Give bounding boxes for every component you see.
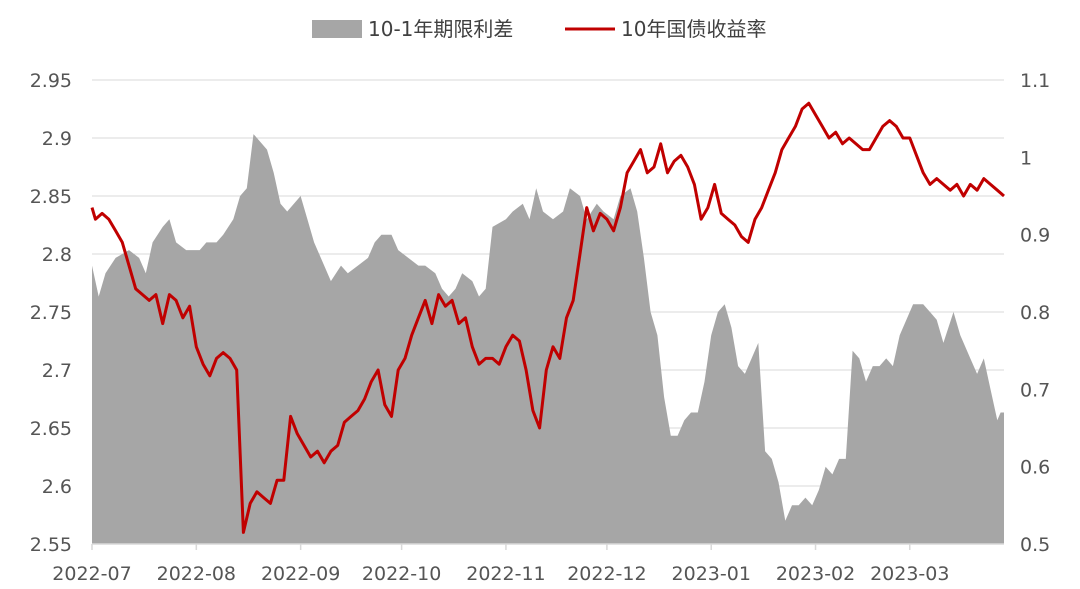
y-left-tick-label: 2.7	[42, 360, 72, 382]
y-left-tick-label: 2.55	[30, 534, 72, 556]
x-tick-label: 2023-03	[870, 563, 949, 585]
y-right-tick-label: 0.7	[1020, 379, 1050, 401]
x-tick-label: 2023-02	[776, 563, 855, 585]
y-left-tick-label: 2.85	[30, 186, 72, 208]
x-tick-label: 2022-08	[157, 563, 236, 585]
y-left-tick-label: 2.6	[42, 476, 72, 498]
legend-swatch-spread	[312, 20, 362, 38]
x-tick-label: 2022-07	[52, 563, 131, 585]
y-right-tick-label: 0.9	[1020, 225, 1050, 247]
x-tick-label: 2022-10	[362, 563, 441, 585]
y-right-tick-label: 1.1	[1020, 70, 1050, 92]
x-tick-label: 2023-01	[672, 563, 751, 585]
y-left-tick-label: 2.95	[30, 70, 72, 92]
y-left-tick-label: 2.65	[30, 418, 72, 440]
axes: 2022-07 2022-08 2022-09 2022-10 2022-11 2022-…	[30, 70, 1051, 585]
y-right-tick-label: 0.5	[1020, 534, 1050, 556]
y-left-tick-label: 2.8	[42, 244, 72, 266]
y-left-tick-label: 2.75	[30, 302, 72, 324]
y-right-tick-label: 0.6	[1020, 457, 1050, 479]
y-right-tick-label: 1	[1020, 147, 1032, 169]
x-tick-label: 2022-09	[261, 563, 340, 585]
legend-label-yield: 10年国债收益率	[621, 17, 766, 41]
series-area-spread	[92, 134, 1004, 544]
y-right-tick-label: 0.8	[1020, 302, 1050, 324]
legend-label-spread: 10-1年期限利差	[368, 17, 513, 41]
plot-area	[90, 79, 1005, 544]
x-tick-label: 2022-12	[567, 563, 646, 585]
series-line-yield	[90, 101, 1005, 534]
y-left-tick-label: 2.9	[42, 128, 72, 150]
legend: 10-1年期限利差 10年国债收益率	[312, 17, 766, 41]
x-tick-label: 2022-11	[466, 563, 545, 585]
